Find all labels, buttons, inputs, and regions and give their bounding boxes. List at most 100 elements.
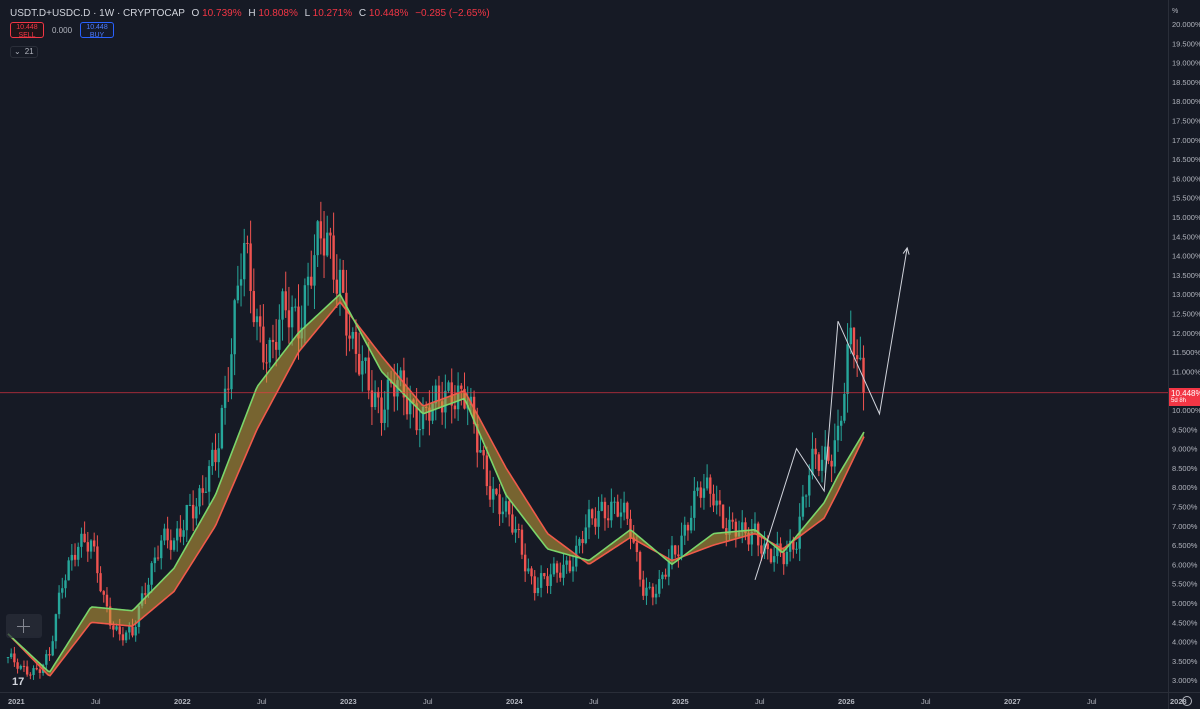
candle-body (255, 316, 259, 323)
buy-button[interactable]: 10.448 BUY (80, 22, 115, 39)
candle-body (57, 592, 61, 615)
candle-body (836, 425, 840, 441)
time-tick-label: 2021 (8, 697, 25, 706)
sell-label: SELL (18, 32, 36, 39)
candle-body (721, 504, 725, 529)
candle-body (626, 502, 629, 519)
candle-body (670, 545, 674, 561)
time-tick-label: Jul (91, 697, 101, 706)
ema-fast-line (7, 292, 865, 673)
tradingview-logo-icon[interactable]: 17 (12, 676, 25, 688)
candle-body (415, 403, 418, 431)
candle-body (373, 391, 377, 408)
candle-body (434, 385, 437, 404)
ema-slow-line (7, 300, 865, 677)
price-tick-label: 11.500% (1172, 348, 1200, 357)
candle-body (364, 357, 367, 361)
candle-body (172, 540, 176, 550)
candle-body (198, 488, 201, 507)
candle-body (492, 488, 495, 500)
candle-body (38, 669, 42, 673)
candle-body (859, 357, 862, 360)
candle-body (744, 522, 747, 534)
price-tick-label: 11.000% (1172, 367, 1200, 376)
candle-body (220, 407, 224, 449)
candle-body (341, 269, 345, 293)
candle-body (405, 397, 409, 415)
time-tick-label: 2027 (1004, 697, 1021, 706)
candle-body (527, 568, 530, 572)
candle-body (380, 397, 383, 424)
crosshair-tool-icon[interactable] (6, 614, 42, 638)
candle-body (214, 449, 217, 463)
candle-body (211, 449, 214, 467)
candle-body (262, 326, 265, 363)
candle-body (437, 385, 441, 402)
candle-body (223, 388, 227, 408)
candle-body (89, 540, 93, 552)
current-price-label: 10.448% 5d 8h (1169, 388, 1200, 406)
bar-countdown: 5d 8h (1171, 398, 1187, 404)
candle-body (319, 221, 323, 239)
candle-body (54, 614, 58, 642)
low-label: L (304, 8, 310, 19)
open-value: 10.739% (202, 8, 242, 19)
candle-body (144, 593, 147, 595)
candle-body (297, 306, 300, 339)
price-tick-label: 9.000% (1172, 445, 1198, 454)
candle-body (377, 391, 380, 398)
candle-body (345, 292, 348, 336)
candle-body (843, 394, 846, 421)
candle-body (310, 276, 313, 286)
candle-body (705, 477, 709, 489)
candle-body (236, 285, 240, 301)
candle-body (766, 543, 769, 550)
buy-price: 10.448 (86, 24, 108, 31)
price-tick-label: 5.500% (1172, 580, 1198, 589)
candle-body (332, 235, 335, 280)
candle-body (61, 588, 64, 593)
candle-body (718, 500, 722, 505)
time-tick-label: Jul (589, 697, 599, 706)
candle-body (322, 238, 326, 256)
candle-body (265, 362, 268, 364)
projection-path[interactable] (754, 247, 908, 580)
candle-body (399, 370, 402, 381)
candle-body (530, 568, 533, 577)
candle-body (725, 528, 728, 535)
candle-body (207, 466, 211, 492)
candle-body (102, 591, 105, 595)
candle-body (654, 593, 658, 598)
candle-body (801, 496, 805, 517)
candle-body (19, 665, 22, 669)
candle-body (338, 269, 342, 294)
candle-body (552, 563, 556, 575)
candle-body (128, 626, 131, 633)
candle-body (645, 587, 648, 596)
plot-area[interactable] (0, 0, 1168, 692)
symbol-title[interactable]: USDT.D+USDC.D · 1W · CRYPTOCAP (10, 8, 185, 19)
candle-body (182, 530, 185, 537)
settings-gear-icon[interactable] (1182, 696, 1192, 706)
price-tick-label: 17.000% (1172, 136, 1200, 145)
candle-body (169, 540, 173, 550)
indicators-toggle[interactable]: ⌄ 21 (10, 46, 38, 58)
candle-body (326, 232, 329, 256)
candle-body (281, 291, 284, 320)
candle-body (112, 625, 115, 630)
sell-button[interactable]: 10.448 SELL (10, 22, 44, 39)
candle-body (648, 586, 651, 588)
time-tick-label: 2026 (838, 697, 855, 706)
candle-body (140, 593, 144, 606)
candle-body (622, 502, 626, 513)
candle-body (511, 514, 514, 533)
candle-body (393, 383, 396, 397)
candle-body (179, 528, 182, 537)
candle-body (370, 390, 374, 408)
candle-body (166, 528, 169, 541)
candle-body (495, 488, 498, 495)
candle-body (750, 531, 754, 545)
price-tick-label: 10.000% (1172, 406, 1200, 415)
candle-body (619, 512, 623, 517)
